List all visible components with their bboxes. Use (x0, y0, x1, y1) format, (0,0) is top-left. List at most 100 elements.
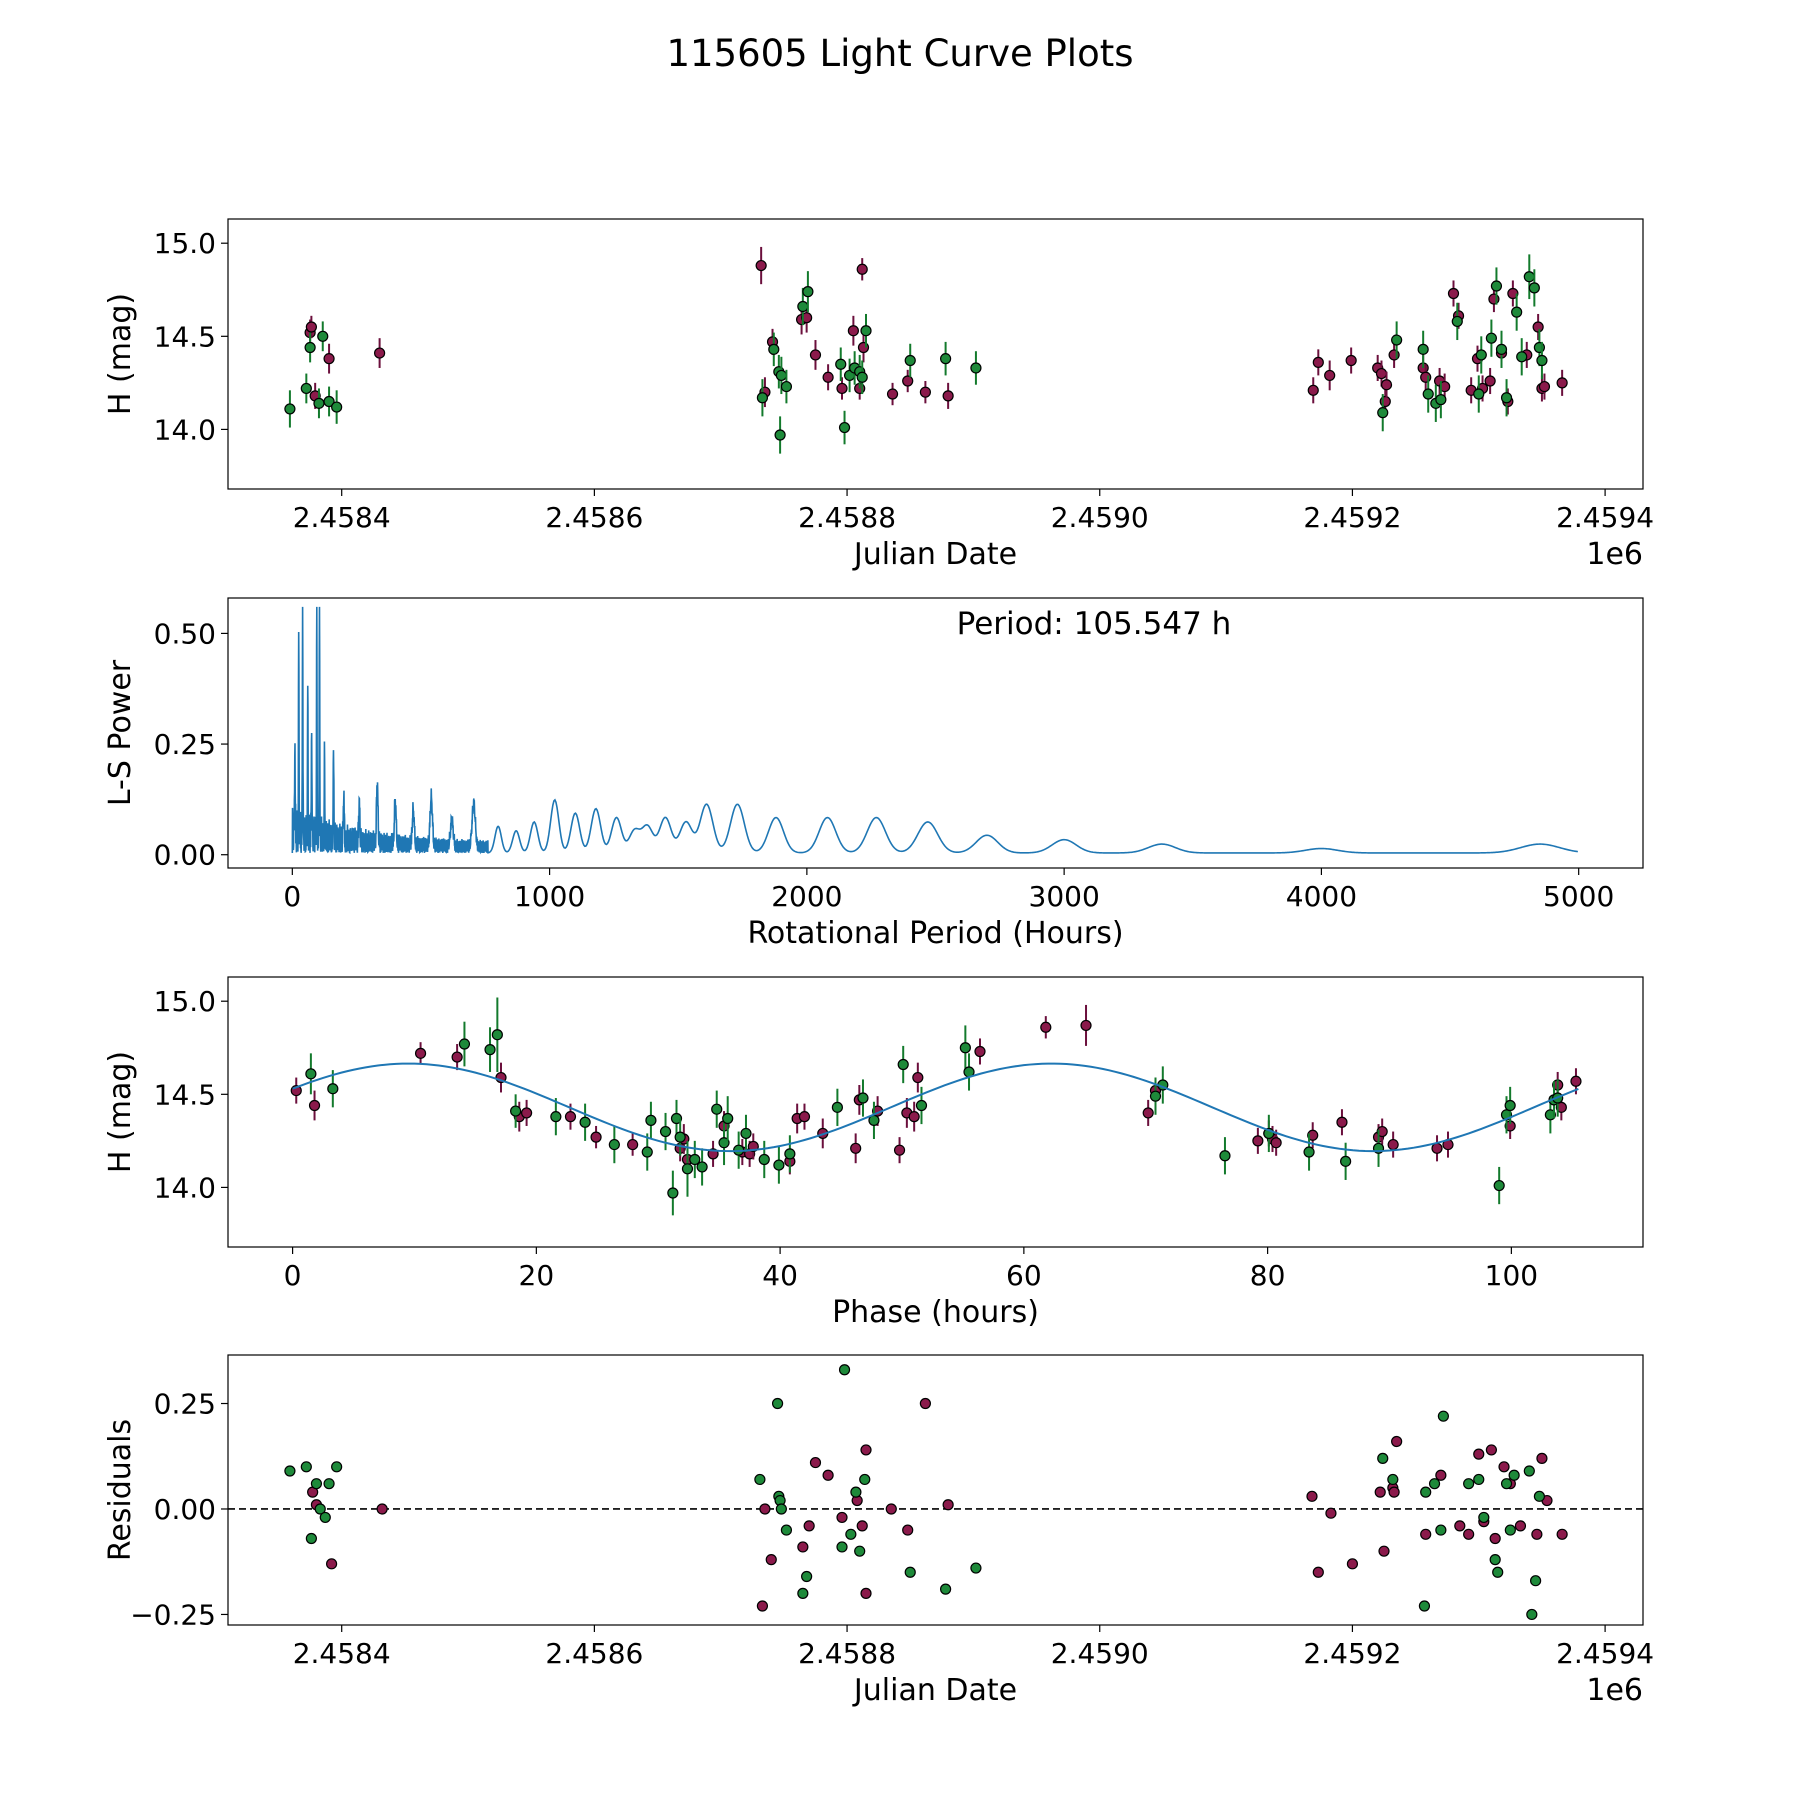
x-tick-label: 2.4590 (1051, 1637, 1149, 1670)
data-point-magenta (1307, 1129, 1319, 1141)
data-point-green (915, 1099, 928, 1112)
y-tick-label: 0.50 (154, 617, 216, 650)
data-point-magenta (759, 1503, 771, 1515)
data-point-magenta (902, 375, 914, 387)
data-point-green (1489, 1554, 1501, 1566)
data-point-green (768, 343, 780, 355)
x-tick-label: 2.4592 (1303, 501, 1401, 534)
data-point-green (801, 1570, 813, 1583)
x-tick-label: 2.4586 (545, 1637, 643, 1670)
data-point-green (1303, 1146, 1315, 1158)
data-point-magenta (908, 1111, 920, 1123)
x-tick-label: 4000 (1286, 880, 1357, 913)
data-point-green (317, 330, 329, 342)
x-tick-label: 20 (519, 1259, 555, 1292)
data-point-green (1492, 1566, 1504, 1578)
data-point-green (1391, 334, 1403, 346)
data-point-green (310, 1478, 323, 1490)
data-point-green (1463, 1478, 1475, 1490)
data-point-magenta (942, 1499, 954, 1511)
data-point-green (970, 1562, 982, 1574)
data-point-magenta (919, 1397, 931, 1410)
x-axis-label: Julian Date (852, 1673, 1017, 1708)
data-point-green (854, 1545, 866, 1557)
x-tick-label: 2000 (771, 880, 842, 913)
data-point-green (1511, 306, 1523, 318)
data-point-green (510, 1105, 522, 1117)
data-point-green (904, 354, 916, 367)
data-point-magenta (627, 1138, 639, 1151)
data-point-green (797, 1587, 809, 1599)
data-point-magenta (1346, 1558, 1359, 1570)
y-tick-label: −0.25 (130, 1598, 216, 1631)
data-point-green (674, 1131, 686, 1143)
data-point-green (859, 1473, 871, 1486)
data-point-magenta (1312, 1566, 1324, 1578)
data-point-green (740, 1127, 752, 1140)
period-annotation: Period: 105.547 h (957, 606, 1232, 642)
x-axis-label: Phase (hours) (832, 1295, 1039, 1330)
data-point-green (1377, 407, 1389, 419)
x-offset-label: 1e6 (1586, 537, 1643, 572)
data-point-green (711, 1103, 723, 1115)
data-point-green (1149, 1090, 1162, 1102)
data-point-green (1504, 1524, 1516, 1536)
data-point-green (838, 421, 851, 434)
data-point-green (860, 325, 872, 337)
data-point-green (802, 286, 814, 298)
data-point-green (331, 401, 343, 413)
data-point-magenta (797, 1541, 809, 1553)
x-tick-label: 2.4586 (545, 501, 643, 534)
data-point-magenta (1378, 1545, 1390, 1557)
data-point-magenta (801, 312, 813, 324)
data-point-magenta (912, 1071, 924, 1084)
data-point-green (1435, 394, 1447, 406)
data-point-green (331, 1461, 343, 1473)
plot-frame (227, 1354, 1644, 1626)
data-point-green (838, 1364, 851, 1376)
x-tick-label: 2.4584 (293, 501, 391, 534)
data-point-green (1437, 1410, 1449, 1422)
periodogram-line (291, 606, 1578, 855)
data-point-magenta (1538, 380, 1551, 393)
data-point-magenta (1142, 1107, 1154, 1119)
data-point-magenta (1391, 1435, 1403, 1448)
x-tick-label: 2.4592 (1303, 1637, 1401, 1670)
x-tick-label: 2.4594 (1556, 501, 1654, 534)
data-point-green (304, 341, 316, 354)
plot-frame (227, 597, 1644, 869)
data-point-green (1530, 1575, 1542, 1587)
data-point-green (314, 1503, 326, 1515)
x-tick-label: 60 (1006, 1259, 1042, 1292)
data-point-magenta (756, 1600, 769, 1612)
data-point-green (689, 1153, 701, 1166)
data-point-green (1495, 343, 1508, 355)
data-point-green (1485, 332, 1497, 344)
x-axis-label: Julian Date (852, 537, 1017, 572)
data-point-magenta (809, 349, 822, 361)
y-tick-label: 14.0 (154, 1171, 216, 1204)
data-point-green (1420, 1486, 1432, 1498)
data-point-green (835, 358, 847, 370)
data-point-magenta (902, 1524, 914, 1536)
data-point-magenta (325, 1558, 338, 1570)
data-point-green (313, 397, 325, 409)
data-point-green (775, 1503, 787, 1515)
data-point-magenta (919, 386, 931, 398)
x-offset-label: 1e6 (1586, 1673, 1643, 1708)
data-point-green (579, 1116, 591, 1128)
data-point-green (284, 1465, 296, 1477)
data-point-magenta (836, 1511, 848, 1524)
data-point-green (491, 1029, 503, 1041)
plot-frame (227, 976, 1644, 1248)
data-point-green (667, 1187, 679, 1199)
data-point-magenta (590, 1131, 602, 1143)
data-point-magenta (893, 1144, 906, 1156)
x-tick-label: 100 (1485, 1259, 1538, 1292)
data-point-magenta (451, 1051, 463, 1063)
data-point-magenta (1270, 1137, 1282, 1149)
data-point-green (659, 1125, 672, 1138)
data-point-green (284, 403, 296, 415)
data-point-magenta (1306, 1490, 1318, 1502)
